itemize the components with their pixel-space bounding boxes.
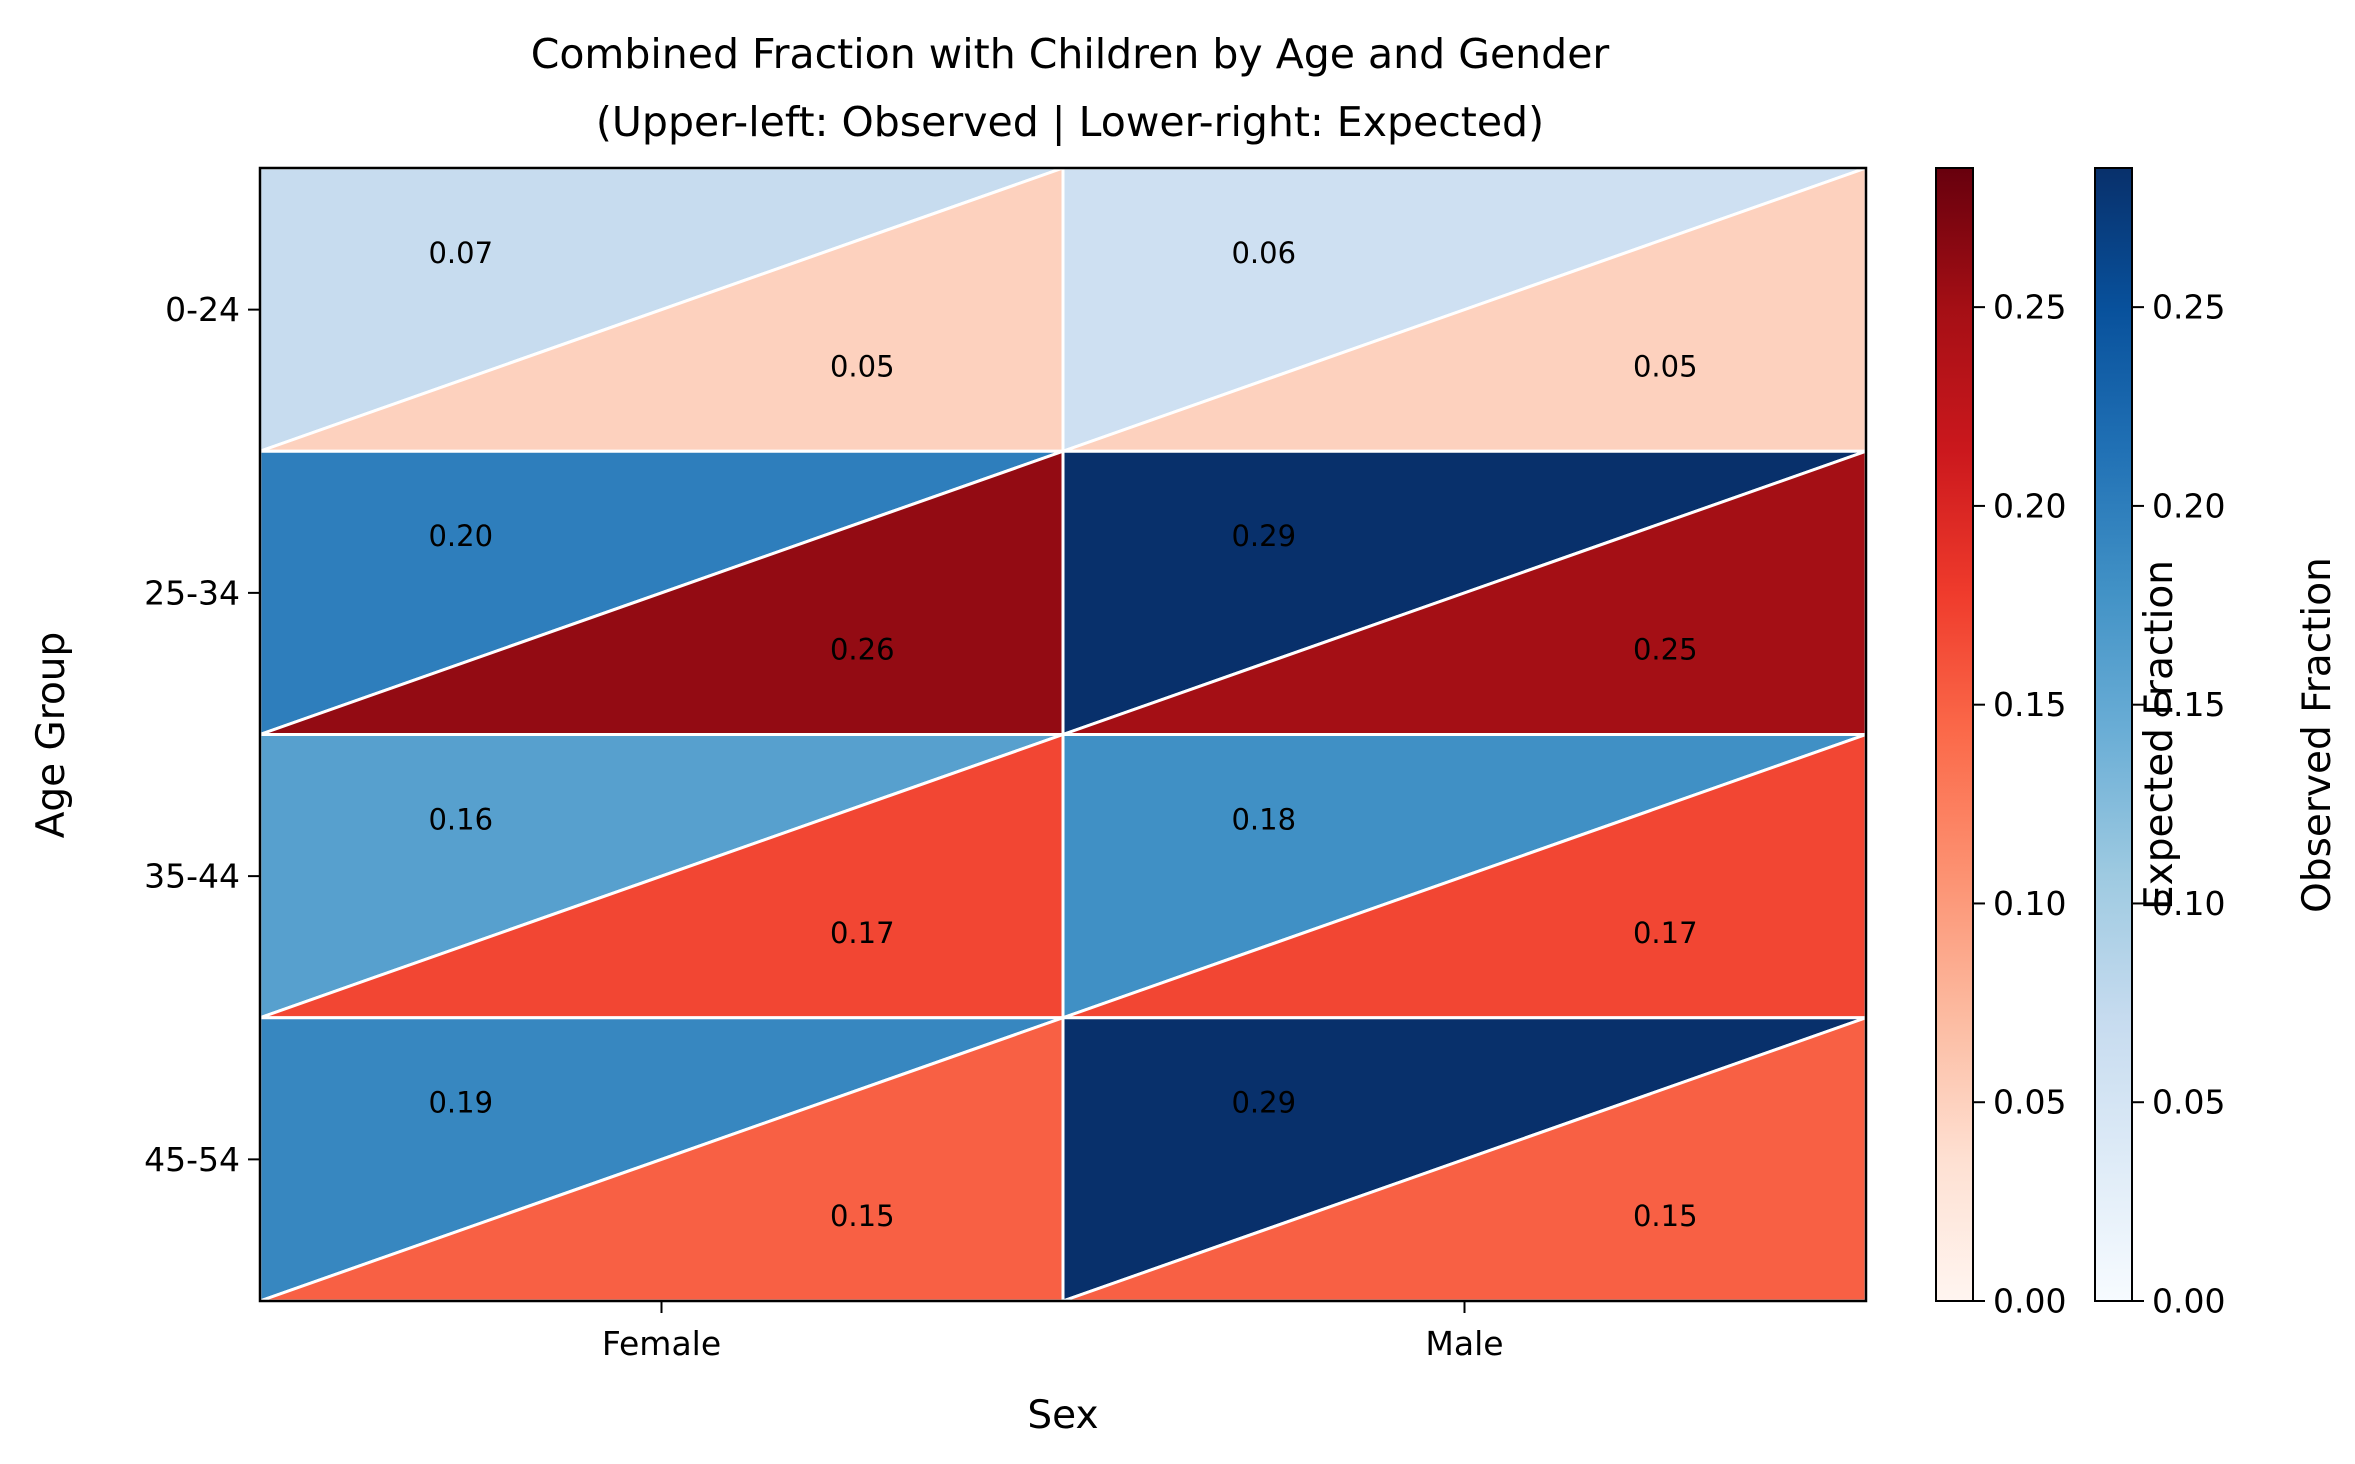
observed-value-label: 0.19 [428, 1086, 493, 1120]
expected-value-label: 0.25 [1633, 633, 1698, 667]
colorbar-tick-label: 0.20 [1993, 486, 2066, 525]
colorbar-tick-label: 0.00 [2152, 1282, 2225, 1321]
colorbar-expected-gradient [1935, 167, 1974, 1302]
colorbar-tick-label: 0.05 [2152, 1083, 2225, 1122]
expected-value-label: 0.05 [830, 349, 895, 383]
expected-value-label: 0.17 [1633, 916, 1698, 950]
y-tick-label: 45-54 [144, 1140, 240, 1179]
observed-value-label: 0.20 [428, 519, 493, 553]
colorbar-tick-label: 0.05 [1993, 1083, 2066, 1122]
y-tick-label: 25-34 [144, 573, 240, 612]
expected-value-label: 0.05 [1633, 349, 1698, 383]
colorbar-observed-label: Observed Fraction [2295, 557, 2340, 913]
colorbar-tick-label: 0.00 [1993, 1282, 2066, 1321]
colorbar-tick-label: 0.25 [1993, 288, 2066, 327]
expected-value-label: 0.17 [830, 916, 895, 950]
colorbar-tick-label: 0.20 [2152, 486, 2225, 525]
expected-value-label: 0.15 [1633, 1199, 1698, 1233]
chart-subtitle: (Upper-left: Observed | Lower-right: Exp… [596, 98, 1544, 146]
x-axis-label: Sex [1027, 1393, 1098, 1438]
y-tick-label: 0-24 [165, 290, 240, 329]
axes: 0-24 25-34 35-44 45-54 Female Male [144, 290, 1503, 1363]
expected-value-label: 0.15 [830, 1199, 895, 1233]
x-tick-label: Male [1425, 1324, 1503, 1363]
y-axis-label: Age Group [29, 632, 74, 839]
colorbar-tick-label: 0.15 [2152, 685, 2225, 724]
colorbar-expected-ticks: 0.00 0.05 0.10 0.15 0.20 0.25 [1973, 288, 2066, 1321]
heatmap-cell-labels: 0.07 0.05 0.06 0.05 0.20 0.26 0.29 0.25 0.16 0.17… [428, 236, 1697, 1233]
observed-value-label: 0.29 [1231, 1086, 1296, 1120]
observed-value-label: 0.29 [1231, 519, 1296, 553]
colorbar-observed-ticks: 0.00 0.05 0.10 0.15 0.20 0.25 [2132, 288, 2225, 1321]
x-tick-label: Female [602, 1324, 721, 1363]
colorbar-expected-label: Expected Fraction [2137, 560, 2182, 910]
observed-value-label: 0.16 [428, 802, 493, 836]
heatmap-cells [258, 166, 1868, 1303]
colorbar-tick-label: 0.25 [2152, 288, 2225, 327]
plot-frame [258, 166, 1868, 1303]
chart-title: Combined Fraction with Children by Age a… [531, 30, 1610, 78]
colorbar-observed-gradient [2094, 167, 2133, 1302]
colorbar-tick-label: 0.15 [1993, 685, 2066, 724]
y-tick-label: 35-44 [144, 857, 240, 896]
observed-value-label: 0.07 [428, 236, 493, 270]
observed-value-label: 0.18 [1231, 802, 1296, 836]
colorbar-tick-label: 0.10 [1993, 884, 2066, 923]
observed-value-label: 0.06 [1231, 236, 1296, 270]
colorbar-expected: 0.00 0.05 0.10 0.15 0.20 0.25 Expected Fracti… [1935, 167, 2182, 1321]
expected-value-label: 0.26 [830, 633, 895, 667]
colorbar-observed: 0.00 0.05 0.10 0.15 0.20 0.25 Observed Fracti… [2094, 167, 2340, 1321]
colorbar-tick-label: 0.10 [2152, 884, 2225, 923]
